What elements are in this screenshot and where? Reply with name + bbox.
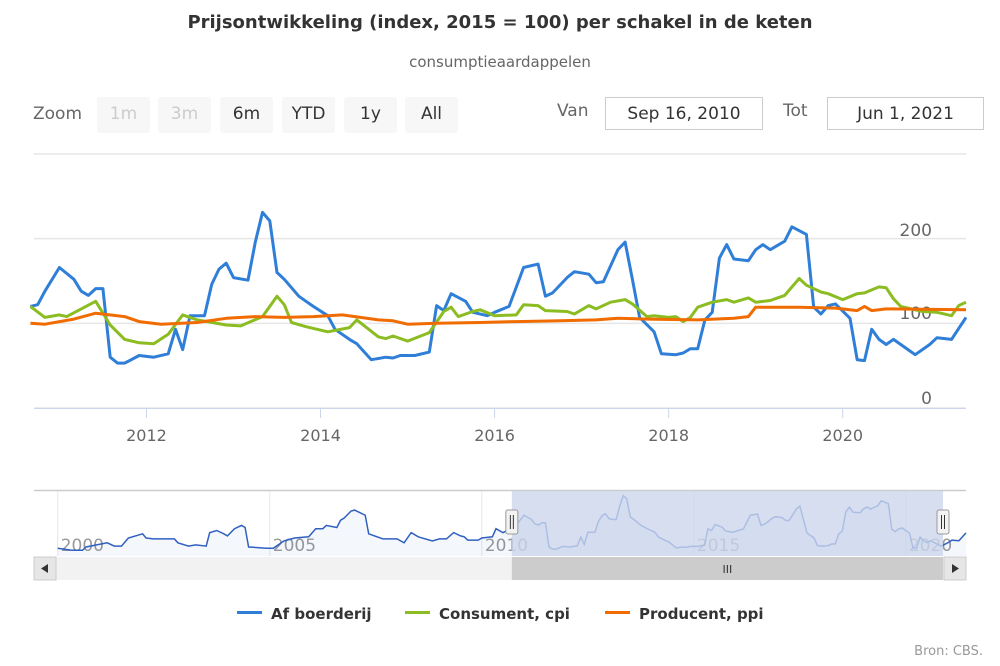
zoom-6m-button[interactable]: 6m	[220, 97, 273, 133]
zoom-label: Zoom	[33, 104, 83, 124]
legend-swatch	[405, 611, 430, 614]
to-date-input[interactable]: Jun 1, 2021	[827, 97, 984, 130]
arrow-right-icon	[952, 564, 959, 573]
navigator-right-handle[interactable]	[936, 509, 950, 535]
series-line-consument-cpi[interactable]	[29, 277, 967, 346]
handle-box[interactable]	[936, 509, 950, 535]
zoom-3m-button[interactable]: 3m	[158, 97, 211, 133]
series-line-af-boerderij[interactable]	[30, 210, 968, 365]
arrow-left-icon	[41, 564, 48, 573]
x-tick-label: 2012	[126, 426, 167, 445]
chart-subtitle: consumptieaardappelen	[409, 53, 591, 71]
x-axis: 2012 2014 2016 2018 2020	[34, 408, 966, 445]
y-axis-labels: 200 100 0	[900, 221, 932, 409]
zoom-1m-button[interactable]: 1m	[97, 97, 150, 133]
legend-item-consument-cpi[interactable]: Consument, cpi	[405, 605, 570, 623]
x-tick-label: 2016	[474, 426, 515, 445]
legend-swatch	[605, 611, 630, 614]
scrollbar-grip-icon: III	[723, 563, 733, 576]
legend-item-producent-ppi[interactable]: Producent, ppi	[605, 605, 764, 623]
navigator-scrollbar[interactable]: III	[33, 556, 967, 581]
zoom-1y-button[interactable]: 1y	[344, 97, 397, 133]
navigator[interactable]: 20002005201020152020III	[33, 489, 967, 581]
grid-lines	[34, 153, 966, 409]
y-tick-label: 200	[900, 221, 932, 241]
zoom-all-button[interactable]: All	[405, 97, 458, 133]
handle-box[interactable]	[505, 509, 519, 535]
series-line-producent-ppi[interactable]	[30, 304, 967, 326]
x-tick-label: 2014	[300, 426, 341, 445]
from-date-input[interactable]: Sep 16, 2010	[605, 97, 763, 130]
legend-swatch	[237, 611, 262, 614]
y-tick-label: 0	[921, 389, 932, 409]
zoom-ytd-button[interactable]: YTD	[282, 97, 335, 133]
scrollbar-thumb[interactable]	[511, 557, 943, 580]
legend-label: Consument, cpi	[439, 605, 570, 623]
chart-title: Prijsontwikkeling (index, 2015 = 100) pe…	[187, 12, 813, 33]
legend-label: Producent, ppi	[639, 605, 764, 623]
x-tick-label: 2020	[822, 426, 863, 445]
legend-item-af-boerderij[interactable]: Af boerderij	[237, 605, 372, 623]
from-date-label: Van	[557, 101, 589, 121]
credits[interactable]: Bron: CBS.	[914, 644, 983, 659]
navigator-left-handle[interactable]	[505, 509, 519, 535]
x-tick-label: 2018	[648, 426, 689, 445]
navigator-selected-range[interactable]	[511, 491, 943, 556]
legend-label: Af boerderij	[271, 605, 372, 623]
to-date-label: Tot	[783, 101, 808, 121]
series-lines	[29, 210, 968, 365]
